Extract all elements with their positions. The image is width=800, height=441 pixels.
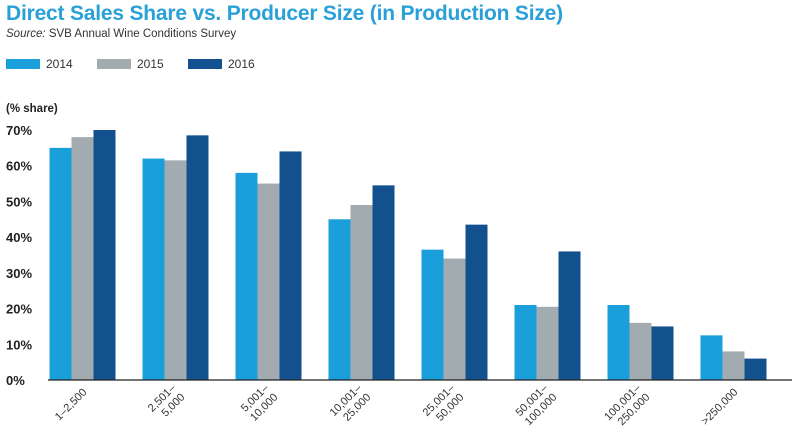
x-tick-label: 100,001–250,000 xyxy=(602,382,653,433)
y-tick-label: 50% xyxy=(6,194,32,209)
bar-2015-4 xyxy=(443,258,466,380)
x-tick-label: 50,001–100,000 xyxy=(514,382,560,428)
svg-text:100,001–250,000: 100,001–250,000 xyxy=(602,382,653,433)
y-axis-label: (% share) xyxy=(6,103,58,115)
bar-2015-3 xyxy=(350,205,373,380)
x-tick-label: 5,001–10,000 xyxy=(239,382,281,424)
x-tick-label: 25,001–50,000 xyxy=(421,382,467,428)
bar-2014-1 xyxy=(142,158,165,380)
bar-2015-5 xyxy=(536,306,559,380)
x-tick-label: 1–2,500 xyxy=(53,386,90,423)
x-tick-label: >250,000 xyxy=(699,386,740,427)
legend-label-2015: 2015 xyxy=(137,57,164,71)
svg-text:2,501–5,000: 2,501–5,000 xyxy=(146,382,188,424)
legend-label-2016: 2016 xyxy=(228,57,255,71)
legend-swatch-2016 xyxy=(188,59,222,69)
legend-item-2016: 2016 xyxy=(188,57,279,71)
bar-2014-7 xyxy=(700,335,723,380)
bar-2016-3 xyxy=(372,185,395,380)
y-tick-label: 70% xyxy=(6,123,32,138)
svg-text:10,001–25,000: 10,001–25,000 xyxy=(328,382,374,428)
bar-2016-2 xyxy=(279,151,302,380)
y-tick-label: 30% xyxy=(6,266,32,281)
bar-2016-5 xyxy=(558,251,581,380)
bar-2016-1 xyxy=(186,135,209,380)
bar-2014-0 xyxy=(49,147,72,380)
bar-2016-7 xyxy=(744,358,767,380)
bar-2014-3 xyxy=(328,219,351,380)
source-label: Source: xyxy=(6,28,46,40)
legend-item-2014: 2014 xyxy=(6,57,97,71)
svg-text:5,001–10,000: 5,001–10,000 xyxy=(239,382,281,424)
bar-2016-6 xyxy=(651,326,674,380)
y-tick-label: 60% xyxy=(6,159,32,174)
svg-text:50,001–100,000: 50,001–100,000 xyxy=(514,382,560,428)
bar-2016-0 xyxy=(93,130,116,380)
legend-swatch-2014 xyxy=(6,59,40,69)
y-tick-label: 0% xyxy=(6,373,25,388)
bar-2014-2 xyxy=(235,172,258,380)
svg-text:1–2,500: 1–2,500 xyxy=(53,386,90,423)
legend-swatch-2015 xyxy=(97,59,131,69)
source-text: SVB Annual Wine Conditions Survey xyxy=(48,28,237,40)
bar-2015-7 xyxy=(722,351,745,380)
x-tick-label: 2,501–5,000 xyxy=(146,382,188,424)
legend-label-2014: 2014 xyxy=(46,57,73,71)
bar-2015-0 xyxy=(71,137,94,380)
x-tick-label: 10,001–25,000 xyxy=(328,382,374,428)
y-tick-label: 20% xyxy=(6,302,32,317)
svg-text:>250,000: >250,000 xyxy=(699,386,740,427)
chart-title: Direct Sales Share vs. Producer Size (in… xyxy=(6,2,563,25)
bar-2015-1 xyxy=(164,160,187,380)
chart-source: Source: SVB Annual Wine Conditions Surve… xyxy=(6,28,236,40)
bar-2015-2 xyxy=(257,183,280,380)
y-tick-label: 40% xyxy=(6,230,32,245)
bar-2014-6 xyxy=(607,305,630,380)
svg-text:25,001–50,000: 25,001–50,000 xyxy=(421,382,467,428)
y-tick-label: 10% xyxy=(6,337,32,352)
bar-2014-4 xyxy=(421,249,444,380)
chart-legend: 2014 2015 2016 xyxy=(6,57,279,71)
bar-2014-5 xyxy=(514,305,537,380)
bar-2015-6 xyxy=(629,322,652,380)
bar-2016-4 xyxy=(465,224,488,380)
legend-item-2015: 2015 xyxy=(97,57,188,71)
